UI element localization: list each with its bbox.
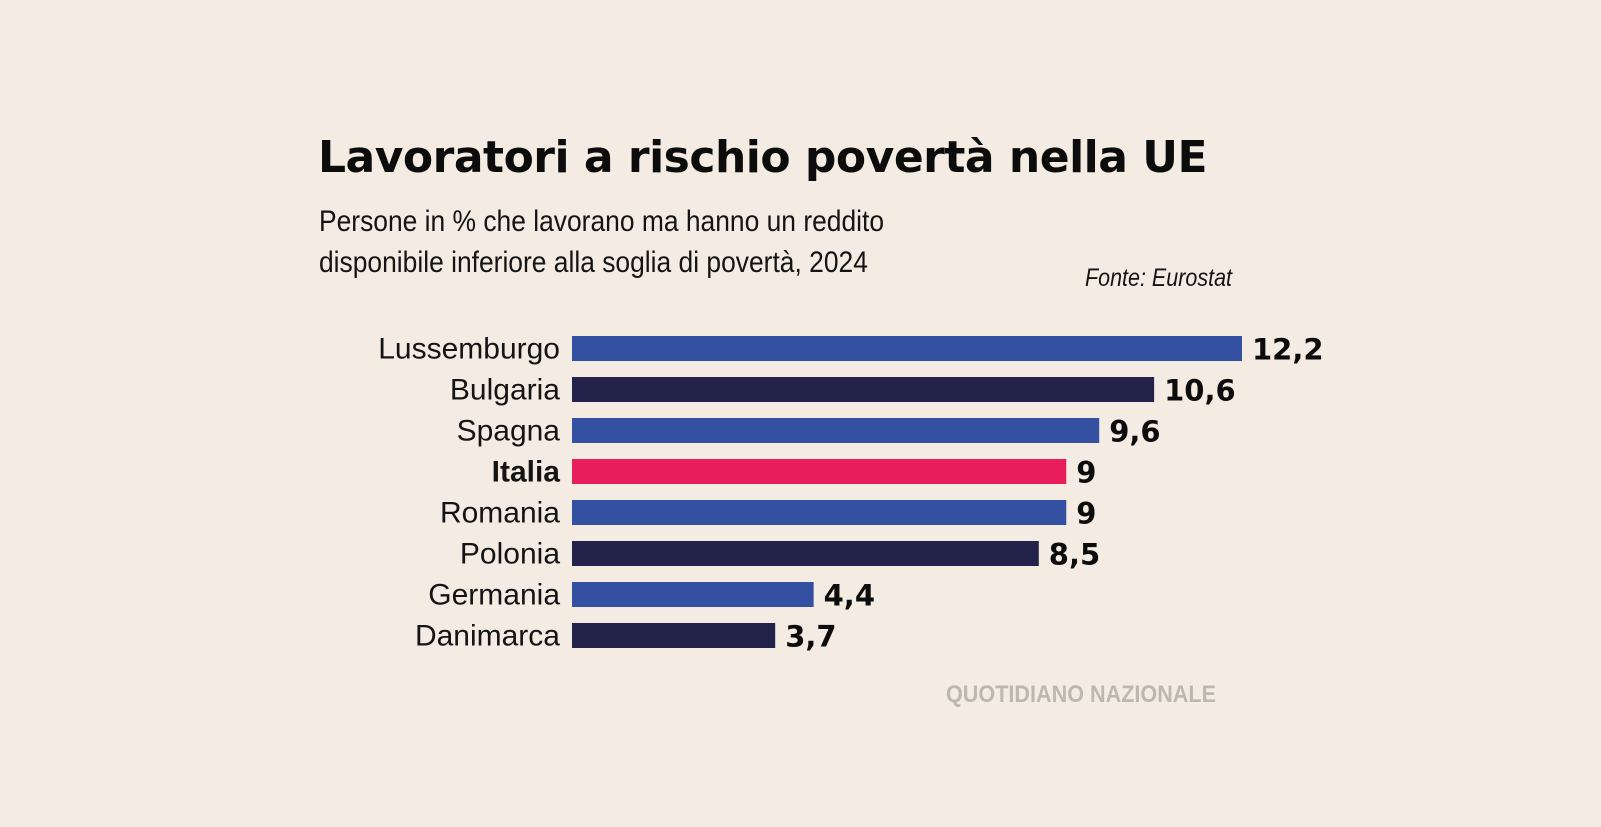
bar-danimarca xyxy=(572,623,776,648)
subtitle-line-1: Persone in % che lavorano ma hanno un re… xyxy=(319,205,885,238)
bar-romania xyxy=(572,500,1067,525)
bar-bulgaria xyxy=(572,377,1155,402)
source-note: Fonte: Eurostat xyxy=(1085,264,1233,292)
bar-lussemburgo xyxy=(572,336,1242,361)
category-label-polonia: Polonia xyxy=(460,538,560,571)
value-label-spagna: 9,6 xyxy=(1109,415,1160,449)
category-label-germania: Germania xyxy=(428,579,560,612)
bar-germania xyxy=(572,582,814,607)
category-label-spagna: Spagna xyxy=(457,415,561,448)
value-label-polonia: 8,5 xyxy=(1049,538,1100,572)
bars-group xyxy=(572,336,1242,648)
category-label-lussemburgo: Lussemburgo xyxy=(378,333,560,366)
category-label-italia: Italia xyxy=(492,456,561,489)
category-label-danimarca: Danimarca xyxy=(415,620,560,653)
category-label-romania: Romania xyxy=(440,497,560,530)
value-label-italia: 9 xyxy=(1076,456,1096,490)
chart-subtitle: Persone in % che lavorano ma hanno un re… xyxy=(319,201,988,283)
value-label-germania: 4,4 xyxy=(824,579,875,613)
chart-title: Lavoratori a rischio povertà nella UE xyxy=(318,132,1208,183)
category-labels-group: Lussemburgo Bulgaria Spagna Italia Romania Po… xyxy=(378,333,560,653)
brand-logo: QUOTIDIANO NAZIONALE xyxy=(946,681,1216,708)
value-labels-group: 12,2 10,69,6 9 9 8,5 4,4 3,7 xyxy=(785,333,1323,654)
subtitle-line-2: disponibile inferiore alla soglia di pov… xyxy=(319,246,868,279)
bar-polonia xyxy=(572,541,1039,566)
value-label-danimarca: 3,7 xyxy=(785,620,836,654)
value-label-romania: 9 xyxy=(1076,497,1096,531)
value-label-lussemburgo: 12,2 xyxy=(1252,333,1324,367)
category-label-bulgaria: Bulgaria xyxy=(450,374,560,407)
bar-spagna xyxy=(572,418,1100,443)
value-label-bulgaria: 10,6 xyxy=(1164,374,1236,408)
bar-italia xyxy=(572,459,1067,484)
